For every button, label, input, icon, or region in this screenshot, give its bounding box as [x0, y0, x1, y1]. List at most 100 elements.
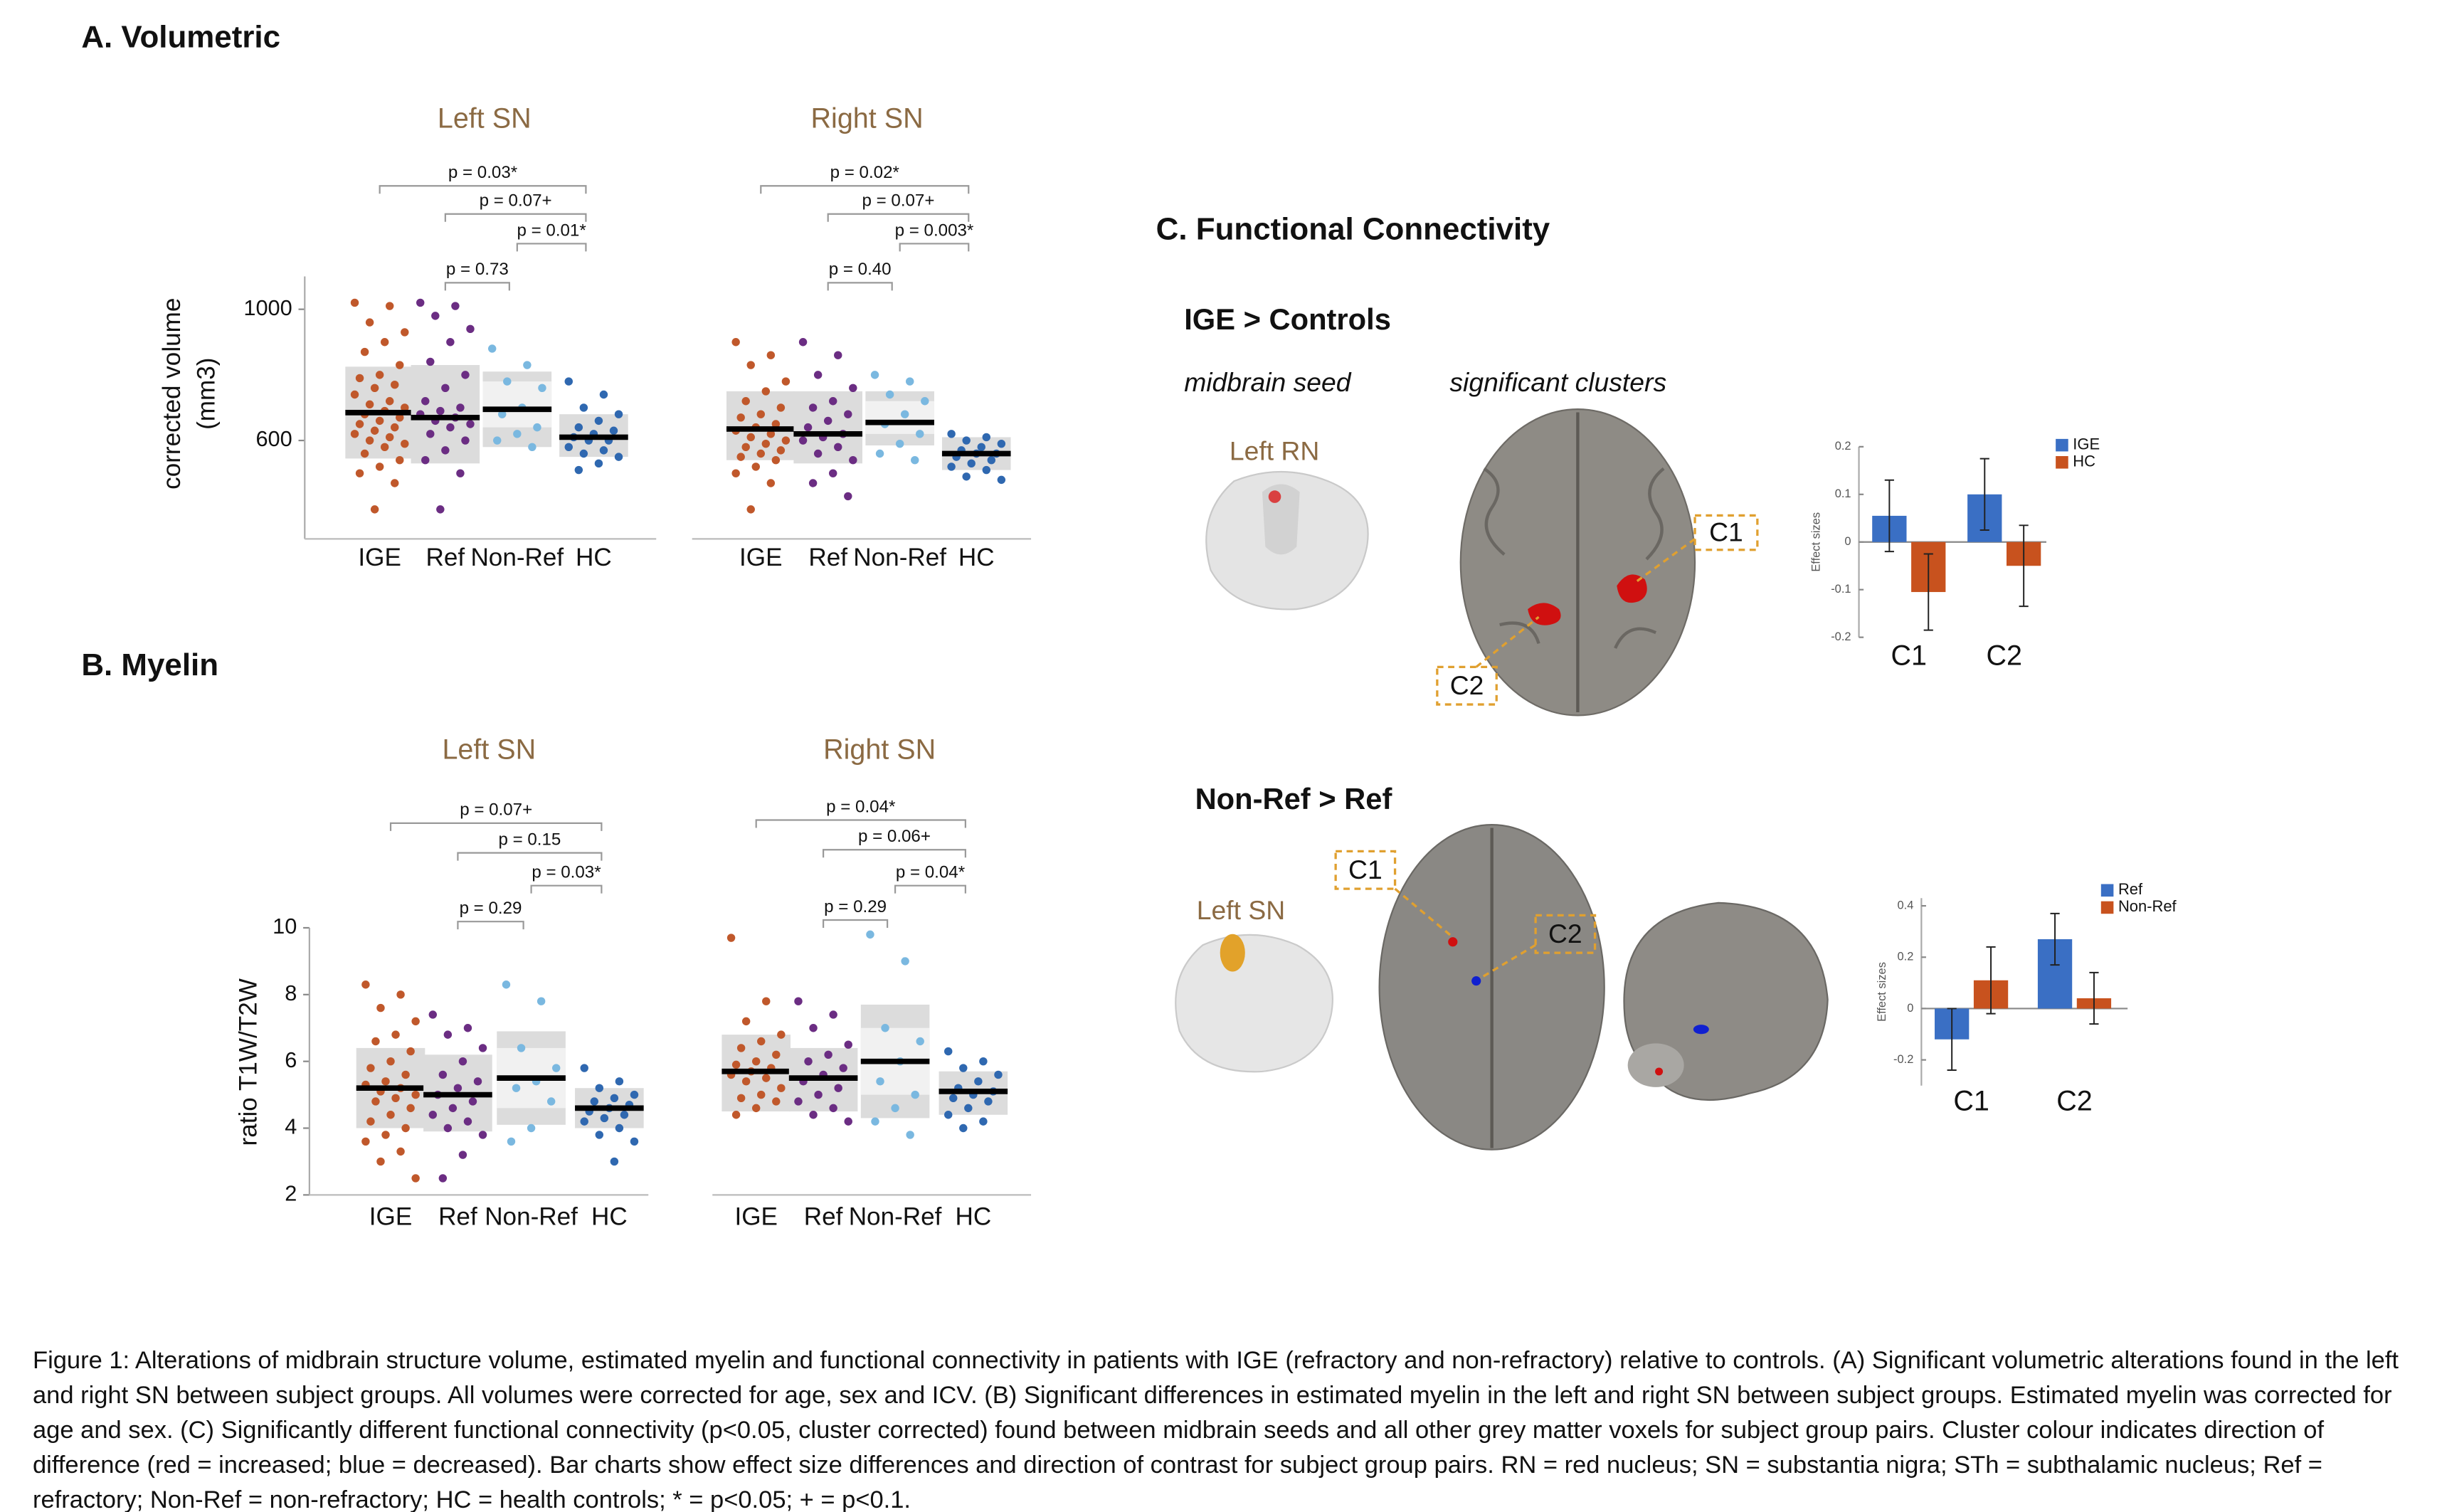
data-point	[517, 1044, 526, 1052]
comparison-bracket	[389, 822, 603, 831]
data-point	[777, 1084, 786, 1092]
comparison-bracket	[827, 213, 970, 222]
x-tick-label: C1	[1891, 640, 1928, 672]
data-point	[736, 1094, 746, 1102]
midbrain-render	[1205, 470, 1369, 610]
y-axis-label: Effect sizes	[1876, 962, 1888, 1022]
x-tick-label: IGE	[734, 1203, 777, 1231]
data-point	[451, 302, 460, 310]
y-tick-label: -0.2	[1893, 1053, 1913, 1066]
data-point	[814, 1090, 823, 1099]
data-point	[355, 469, 364, 477]
data-point	[876, 1077, 884, 1086]
data-point	[751, 1057, 761, 1066]
y-tick-label: 6	[285, 1047, 297, 1072]
data-point	[473, 1077, 482, 1086]
x-tick-label: Non-Ref	[485, 1203, 578, 1231]
data-point	[746, 433, 755, 442]
x-tick-label: HC	[955, 1203, 991, 1231]
data-point	[401, 328, 409, 337]
x-tick-label: IGE	[369, 1203, 412, 1231]
y-tick-label: 0.2	[1835, 440, 1851, 453]
comparison-bracket	[379, 185, 587, 194]
data-point	[375, 416, 384, 425]
data-point	[982, 465, 990, 475]
data-point	[441, 384, 450, 393]
data-point	[579, 449, 588, 458]
data-point	[871, 1117, 879, 1126]
data-point	[371, 1097, 380, 1106]
data-point	[982, 433, 990, 442]
error-bar	[1979, 458, 1989, 532]
data-point	[781, 377, 791, 386]
y-tick-label: 0.1	[1835, 487, 1851, 500]
p-value-label: p = 0.01*	[517, 221, 586, 240]
data-point	[546, 1097, 556, 1106]
data-point	[944, 1047, 953, 1056]
y-axis-label: Effect sizes	[1810, 512, 1823, 572]
panel-title: C. Functional Connectivity	[1156, 211, 1550, 246]
p-value-label: p = 0.29	[460, 899, 522, 918]
data-point	[615, 1124, 624, 1133]
panel-title: A. Volumetric	[81, 19, 280, 54]
comparison-bracket	[823, 849, 966, 858]
data-point	[528, 443, 536, 451]
x-tick-label: Ref	[804, 1203, 843, 1231]
data-point	[365, 436, 374, 445]
brain-render	[1378, 823, 1829, 1151]
data-point	[453, 1084, 462, 1092]
data-point	[803, 423, 813, 432]
legend-swatch	[2056, 456, 2068, 469]
data-point	[741, 397, 750, 406]
data-point	[977, 443, 985, 451]
data-point	[564, 443, 573, 451]
data-point	[385, 302, 394, 310]
data-point	[580, 1117, 588, 1126]
y-tick-label: 600	[255, 426, 292, 451]
data-point	[396, 990, 405, 999]
data-point	[385, 397, 394, 406]
x-tick-label: HC	[958, 544, 995, 571]
data-point	[493, 436, 502, 445]
data-point	[866, 930, 874, 939]
data-point	[741, 443, 750, 451]
data-point	[911, 456, 919, 465]
data-point	[366, 1064, 375, 1072]
data-point	[921, 397, 929, 406]
data-point	[386, 1057, 395, 1066]
error-bar	[2089, 971, 2099, 1025]
data-point	[375, 371, 384, 379]
data-point	[411, 1090, 420, 1099]
cluster-box	[1436, 665, 1498, 706]
data-point	[365, 400, 374, 409]
data-point	[461, 371, 470, 379]
data-point	[844, 410, 852, 418]
contrast-title: IGE > Controls	[1184, 302, 1391, 336]
y-axis-label: (mm3)	[192, 357, 220, 429]
data-point	[911, 1090, 919, 1099]
data-point	[997, 475, 1006, 485]
legend-label: HC	[2073, 453, 2095, 470]
data-point	[507, 1137, 516, 1146]
cluster-label: C1	[1348, 855, 1383, 884]
data-point	[458, 1151, 467, 1159]
data-point	[798, 338, 808, 347]
data-point	[533, 423, 541, 432]
legend-label: Non-Ref	[2118, 897, 2177, 915]
data-point	[844, 492, 852, 501]
cluster-box	[1693, 514, 1759, 551]
data-point	[891, 1104, 899, 1113]
data-point	[772, 1097, 781, 1106]
data-point	[798, 436, 808, 445]
data-point	[391, 380, 399, 389]
data-point	[512, 1084, 521, 1092]
chart-title: Right SN	[811, 102, 924, 134]
data-point	[731, 469, 740, 477]
data-point	[947, 430, 956, 438]
data-point	[458, 1057, 467, 1066]
data-point	[895, 439, 904, 448]
data-point	[466, 324, 475, 334]
comparison-bracket	[516, 243, 587, 252]
data-point	[609, 426, 618, 435]
